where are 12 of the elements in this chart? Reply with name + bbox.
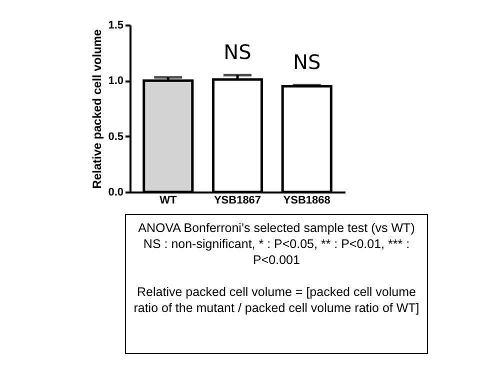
text: ANOVA Bonferroni’s selected sample test (vs WT) NS : non-significant, * : P<0.05, ** : P<0.01, *** : P<0.001 [137, 220, 416, 268]
y-tick-label: 1.0 [108, 75, 124, 88]
y-tick-label: 1.5 [108, 20, 124, 32]
y-axis-title: Relative packed cell volume [90, 28, 104, 189]
text: Relative packed cell volume = [packed cell volume ratio of the mutant / packed cell volume ratio of WT] [132, 284, 420, 316]
x-tick-label: YSB1868 [283, 194, 330, 206]
y-tick-label: 0.5 [108, 130, 124, 143]
x-tick-label: WT [160, 194, 177, 206]
y-tick-label: 0.0 [108, 186, 124, 198]
x-tick-label: YSB1867 [214, 194, 262, 206]
data-label: NS [224, 40, 252, 64]
data-label: NS [293, 50, 321, 74]
